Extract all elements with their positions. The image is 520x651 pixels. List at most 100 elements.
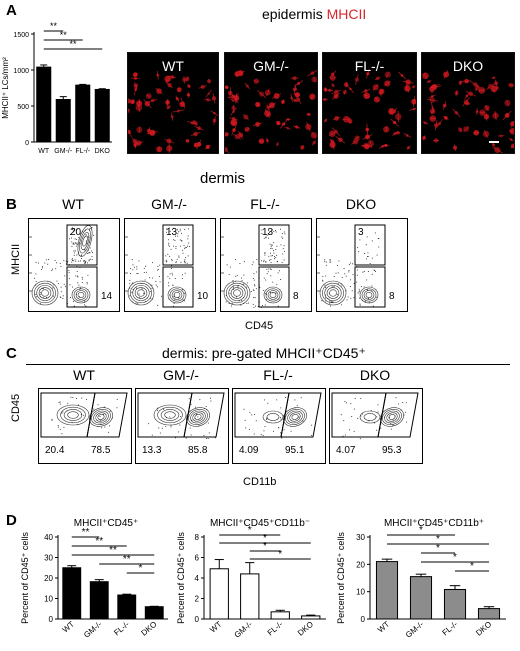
event-dot	[179, 230, 181, 232]
event-dot	[279, 432, 281, 434]
event-dot	[129, 295, 131, 297]
event-dot	[253, 284, 255, 286]
event-dot	[194, 418, 196, 420]
event-dot	[359, 297, 361, 299]
event-dot	[138, 293, 140, 295]
event-dot	[370, 410, 372, 412]
dendrite	[374, 76, 381, 81]
dendrite	[166, 105, 171, 110]
dendrite	[351, 138, 360, 145]
panel-c-ylabel: CD45	[10, 393, 22, 422]
event-dot	[394, 415, 396, 417]
contour	[265, 288, 281, 302]
event-dot	[181, 239, 183, 241]
event-dot	[238, 300, 240, 302]
number-strip	[233, 441, 325, 463]
event-dot	[369, 262, 371, 264]
significance-label: *	[263, 533, 267, 544]
x-tick-label: GM-/-	[54, 148, 73, 155]
dendrite	[231, 124, 237, 136]
x-tick-label: FL-/-	[441, 619, 460, 637]
contour	[171, 290, 183, 300]
event-dot	[374, 232, 376, 234]
event-dot	[207, 438, 209, 440]
event-dot	[46, 297, 47, 299]
event-dot	[348, 269, 350, 271]
event-dot	[345, 275, 347, 277]
event-dot	[38, 262, 39, 264]
event-dot	[144, 300, 146, 302]
event-dot	[61, 433, 63, 435]
event-dot	[72, 259, 73, 261]
event-dot	[241, 277, 243, 279]
dendrite	[187, 121, 198, 125]
event-dot	[184, 261, 186, 263]
bar	[270, 611, 290, 620]
event-dot	[340, 414, 342, 416]
dendrite	[406, 145, 411, 151]
event-dot	[179, 424, 181, 426]
event-dot	[177, 229, 178, 231]
event-dot	[325, 261, 327, 263]
event-dot	[63, 260, 65, 262]
y-axis-label: Percent of CD45⁺ cells	[336, 532, 346, 624]
event-dot	[275, 257, 277, 259]
event-dot	[270, 275, 272, 277]
contour	[75, 290, 87, 300]
dendrite	[244, 127, 250, 131]
event-dot	[161, 295, 163, 297]
flow-plot-canvas	[330, 392, 422, 463]
number-strip	[330, 441, 422, 463]
contour	[167, 286, 187, 304]
event-dot	[62, 297, 64, 299]
event-dot	[265, 237, 267, 239]
dendrite	[234, 93, 238, 102]
event-dot	[83, 260, 85, 262]
dendrite	[369, 139, 373, 148]
dendrite	[294, 93, 301, 96]
y-axis-label: MHCII⁺ LCs/mm²	[1, 57, 10, 119]
dendrite	[300, 144, 304, 150]
event-dot	[367, 256, 369, 257]
x-tick-label: GM-/-	[404, 619, 426, 639]
event-dot	[268, 268, 270, 270]
event-dot	[335, 272, 337, 274]
event-dot	[390, 428, 392, 430]
event-dot	[169, 273, 171, 275]
event-dot	[244, 419, 246, 421]
gate-mhcii-high	[162, 224, 194, 266]
event-dot	[60, 297, 62, 299]
dendrite	[266, 88, 270, 97]
event-dot	[188, 228, 190, 230]
dendrite	[158, 146, 160, 152]
event-dot	[45, 259, 47, 261]
event-dot	[158, 427, 160, 429]
event-dot	[195, 406, 196, 408]
scale-bar	[489, 141, 499, 143]
event-dot	[179, 228, 181, 230]
event-dot	[137, 273, 139, 275]
event-dot	[294, 407, 296, 409]
dendrite	[343, 89, 347, 95]
event-dot	[85, 305, 87, 307]
dendrite	[266, 137, 269, 144]
dendrite	[138, 126, 141, 133]
event-dot	[132, 264, 134, 266]
event-dot	[65, 260, 67, 262]
event-dot	[70, 396, 72, 398]
event-dot	[298, 416, 300, 418]
event-dot	[397, 403, 399, 405]
event-dot	[390, 422, 392, 424]
dendrite	[134, 141, 144, 145]
event-dot	[252, 303, 254, 305]
event-dot	[77, 282, 79, 284]
event-dot	[262, 305, 263, 306]
event-dot	[269, 259, 270, 261]
contour	[153, 404, 187, 426]
dendrite	[442, 101, 447, 111]
event-dot	[186, 262, 188, 264]
event-dot	[87, 274, 89, 276]
event-dot	[74, 229, 76, 231]
event-dot	[83, 260, 85, 262]
event-dot	[184, 259, 186, 261]
